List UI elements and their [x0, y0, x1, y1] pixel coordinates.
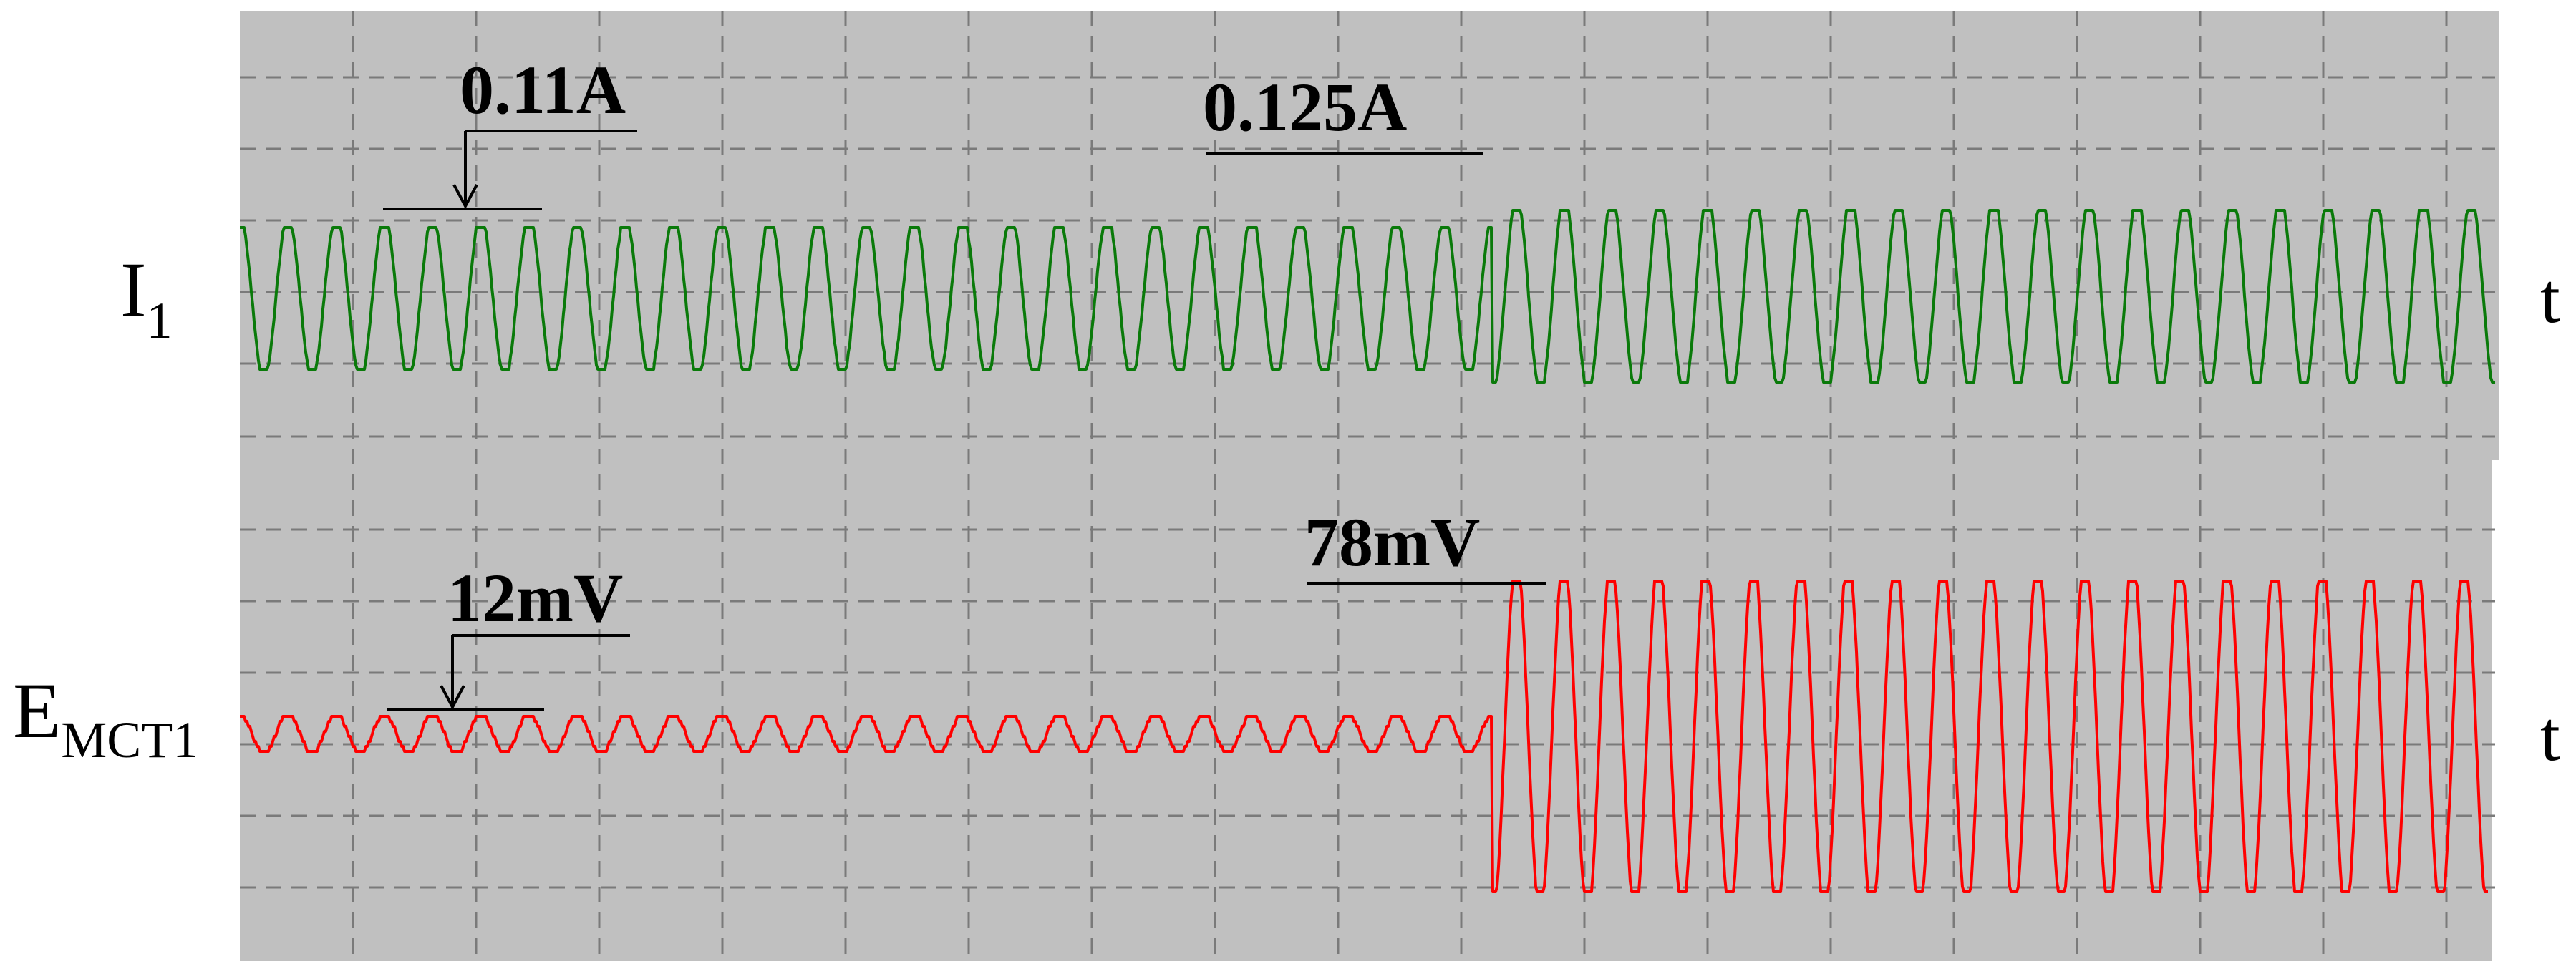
annotation-label-i1-after: 0.125A: [1203, 69, 1407, 145]
series-line-i1: [240, 209, 2495, 384]
series-line-emct1: [240, 580, 2488, 893]
plot-background-bottom: [240, 460, 2492, 961]
annotation-label-emct1-after: 78mV: [1304, 504, 1480, 580]
annotation-label-emct1-before: 12mV: [447, 560, 623, 636]
channel-label-i1-subscript: 1: [147, 292, 173, 349]
axis-label-t-top: t: [2540, 258, 2560, 338]
channel-label-emct1: EMCT1: [13, 667, 198, 769]
axis-label-t-bottom: t: [2540, 696, 2560, 776]
channel-label-i1: I1: [120, 246, 173, 349]
annotation-arrowhead-i1: [452, 184, 478, 210]
annotations: [383, 130, 1546, 711]
annotation-label-i1-before: 0.11A: [460, 52, 626, 128]
grid: [240, 11, 2495, 961]
annotation-arrowhead-emct1: [440, 685, 465, 711]
channel-label-emct1-subscript: MCT1: [61, 711, 198, 769]
plot-background-top: [240, 11, 2499, 460]
